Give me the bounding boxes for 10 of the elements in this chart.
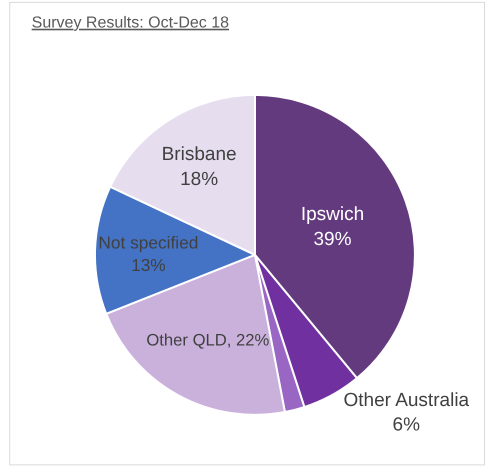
slice-label: Ipswich xyxy=(300,204,364,226)
data-label: 13% xyxy=(131,255,166,276)
slice-label: Brisbane xyxy=(162,144,237,166)
slice-label: Not specified xyxy=(98,232,198,253)
data-label: 18% xyxy=(180,168,218,190)
chart-title: Survey Results: Oct-Dec 18 xyxy=(32,14,230,32)
slice-label: Other Australia xyxy=(343,390,470,411)
data-label: 39% xyxy=(313,228,352,250)
slice-label: Other QLD, 22% xyxy=(146,330,270,350)
data-label: 6% xyxy=(392,414,420,436)
